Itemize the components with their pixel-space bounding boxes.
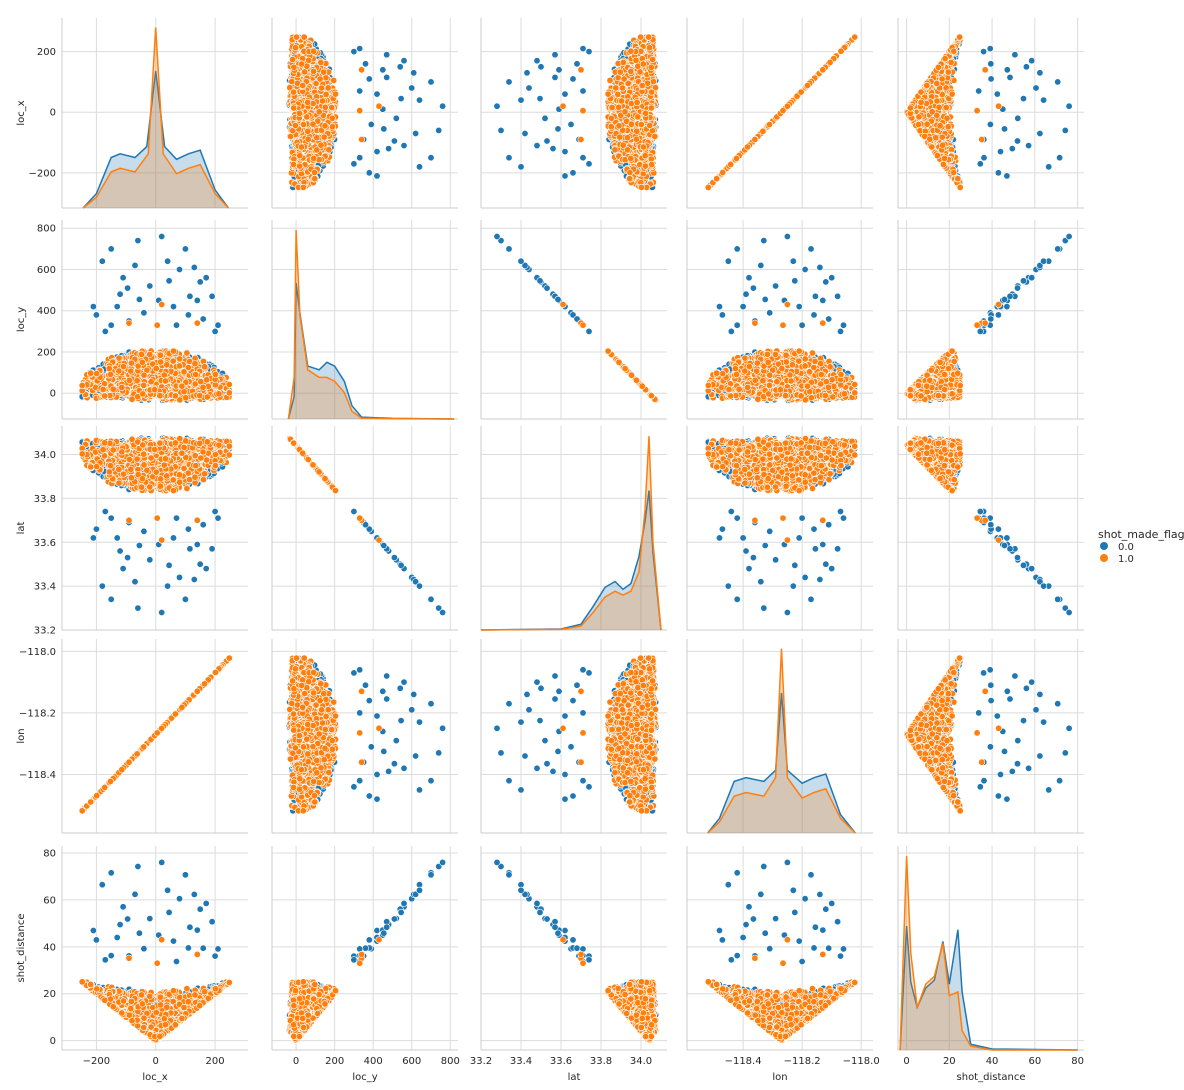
scatter-point (409, 85, 415, 91)
panel-loc_x-vs-loc_x: −200 0 200 loc_x (16, 18, 248, 208)
scatter-point (428, 79, 434, 85)
scatter-point (368, 121, 374, 127)
scatter-point (397, 64, 403, 70)
scatter-point (391, 138, 397, 144)
scatter-point (412, 130, 418, 136)
scatter-point (385, 145, 391, 151)
scatter-point (384, 52, 390, 58)
scatter-point (411, 70, 417, 76)
scatter-point (357, 88, 363, 94)
scatter-point (380, 67, 386, 73)
scatter-point (374, 91, 380, 97)
ytick-label: −200 (29, 168, 56, 179)
scatter-point (393, 115, 399, 121)
yaxis-label: loc_x (16, 100, 27, 125)
scatter-point (384, 74, 390, 80)
scatter-point (416, 97, 422, 103)
scatter-point (381, 126, 387, 132)
scatter-point (416, 164, 422, 170)
scatter-point (401, 58, 407, 64)
scatter-point (428, 155, 434, 161)
ytick-label: 0 (50, 108, 56, 119)
scatter-point (374, 148, 380, 154)
scatter-point (401, 142, 407, 148)
scatter-point (398, 95, 404, 101)
scatter-point (357, 155, 363, 161)
scatter-point (366, 170, 372, 176)
scatter-point (357, 45, 363, 51)
scatter-point (351, 161, 357, 167)
scatter-point (351, 48, 357, 54)
panel-grid: −2000200loc_x0200400600800loc_y33.233.43… (16, 18, 1084, 1083)
scatter-point (439, 103, 445, 109)
scatter-point (362, 61, 368, 67)
scatter-point (374, 173, 380, 179)
scatter-point (436, 127, 442, 133)
panel-loc_x-vs-loc_y (272, 18, 458, 208)
scatter-point (366, 76, 372, 82)
ytick-label: 200 (37, 47, 56, 58)
